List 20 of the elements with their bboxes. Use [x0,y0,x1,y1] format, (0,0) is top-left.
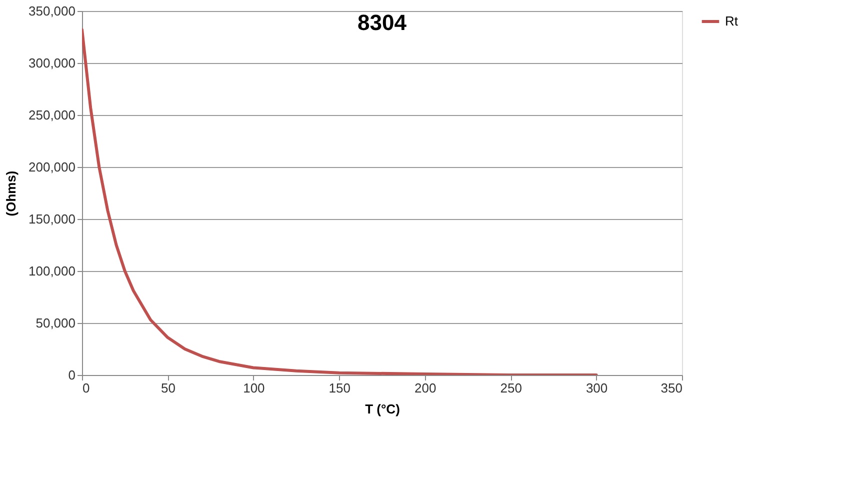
x-tick-label: 300 [586,380,608,396]
y-tick-label: 150,000 [28,212,76,226]
y-tick-label: 350,000 [28,4,76,18]
y-tick-label: 50,000 [36,316,76,330]
x-tick-label: 0 [82,380,90,396]
y-tick-label: 100,000 [28,264,76,278]
y-tick-label: 200,000 [28,160,76,174]
x-tick-label: 350 [660,380,682,396]
x-tick-label: 50 [160,380,176,396]
chart-title: 8304 [358,10,408,35]
x-tick-label: 100 [243,380,265,396]
x-tick-label: 200 [414,380,436,396]
legend-label: Rt [725,14,738,28]
y-tick-label: 0 [68,368,76,382]
x-tick-label: 250 [500,380,522,396]
x-axis-title: T (°C) [365,402,400,416]
x-tick-label: 150 [328,380,350,396]
y-axis-title: (Ohms) [4,170,19,216]
y-tick-label: 300,000 [28,56,76,70]
y-tick-label: 250,000 [28,108,76,122]
